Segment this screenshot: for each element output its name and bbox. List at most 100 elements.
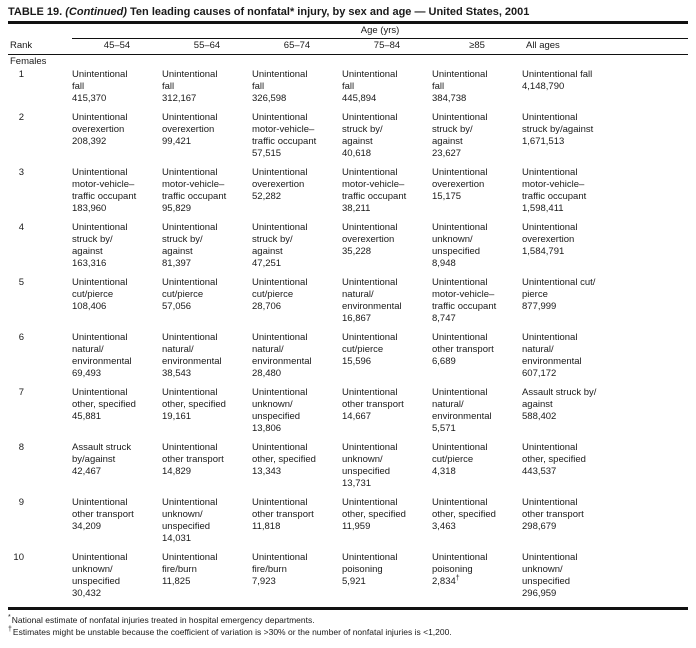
cause-value: 5,921 [342,576,426,588]
cause-value: 2,834† [432,575,516,588]
cause-value: 28,480 [252,368,336,380]
cause-text: Unintentional motor-vehicle– traffic occ… [162,167,227,202]
cause-text: Unintentional poisoning [432,552,488,575]
cause-value-number: 47,251 [252,258,282,269]
footnote-unstable-estimate: †Estimates might be unstable because the… [8,625,688,637]
cause-value-number: 163,316 [72,258,107,269]
cause-text: Unintentional overexertion [252,167,308,190]
cause-cell: Unintentional other transport 11,818 [252,497,342,552]
cause-cell: Unintentional other transport 14,829 [162,442,252,497]
cause-value-number: 69,493 [72,368,102,379]
cause-text: Unintentional motor-vehicle– traffic occ… [342,167,407,202]
cause-text: Unintentional struck by/ against [432,112,488,147]
cause-value: 14,667 [342,411,426,423]
cause-text: Unintentional fall [342,69,398,92]
cause-text: Unintentional unknown/ unspecified [72,552,128,587]
cause-value: 877,999 [522,301,682,313]
cause-text: Unintentional natural/ environmental [162,332,222,367]
cause-text: Unintentional fire/burn [252,552,308,575]
cause-cell: Unintentional unknown/ unspecified 14,031 [162,497,252,552]
cause-value: 13,343 [252,466,336,478]
cause-cell: Unintentional other, specified 19,161 [162,387,252,442]
cause-value: 40,618 [342,148,426,160]
cause-value-number: 11,825 [162,576,191,587]
cause-value-number: 7,923 [252,576,276,587]
table-row: 3 Unintentional motor-vehicle– traffic o… [8,167,688,222]
cause-value: 4,318 [432,466,516,478]
cause-value-number: 312,167 [162,93,197,104]
cause-value-number: 38,543 [162,368,192,379]
cause-cell: Unintentional motor-vehicle– traffic occ… [72,167,162,222]
cause-value-number: 16,867 [342,313,372,324]
cause-cell: Unintentional poisoning 2,834† [432,552,522,609]
age-column-85plus: ≥85 [432,38,522,55]
cause-value: 38,211 [342,203,426,215]
cause-cell: Unintentional fall 326,598 [252,69,342,112]
cause-value: 81,397 [162,258,246,270]
age-column-45-54: 45–54 [72,38,162,55]
cause-value-number: 52,282 [252,191,282,202]
cause-value-number: 35,228 [342,246,372,257]
footnotes: *National estimate of nonfatal injuries … [8,613,688,638]
causes-table: Age (yrs) Rank 45–54 55–64 65–74 75–84 ≥… [8,21,689,610]
cause-cell: Unintentional natural/ environmental 5,57… [432,387,522,442]
cause-text: Unintentional motor-vehicle– traffic occ… [72,167,137,202]
age-column-75-84: 75–84 [342,38,432,55]
age-column-55-64: 55–64 [162,38,252,55]
cause-cell: Unintentional cut/ pierce 877,999 [522,277,688,332]
cause-value-number: 99,421 [162,136,192,147]
cause-cell: Unintentional natural/ environmental 69,4… [72,332,162,387]
cause-text: Assault struck by/ against [522,387,597,410]
cause-text: Unintentional other transport [522,497,584,520]
rank-column-header: Rank [8,38,72,55]
cause-value: 415,370 [72,93,156,105]
cause-value-number: 1,584,791 [522,246,565,257]
cause-value-number: 57,056 [162,301,192,312]
cause-cell: Unintentional unknown/ unspecified 13,731 [342,442,432,497]
cause-value-number: 298,679 [522,521,557,532]
cause-text: Unintentional other, specified [162,387,226,410]
cause-value-number: 4,148,790 [522,81,565,92]
age-column-65-74: 65–74 [252,38,342,55]
cause-value: 4,148,790 [522,81,682,93]
cause-cell: Unintentional struck by/ against 163,316 [72,222,162,277]
cause-value: 42,467 [72,466,156,478]
cause-value: 6,689 [432,356,516,368]
cause-value-number: 13,731 [342,478,372,489]
cause-cell: Unintentional fire/burn 7,923 [252,552,342,609]
cause-cell: Unintentional other transport 14,667 [342,387,432,442]
cause-value-number: 1,598,411 [522,203,564,214]
cause-value: 1,584,791 [522,246,682,258]
cause-text: Unintentional fall [432,69,488,92]
cause-value-number: 95,829 [162,203,192,214]
cause-cell: Unintentional cut/pierce 15,596 [342,332,432,387]
cause-text: Unintentional fall [162,69,218,92]
cause-value-number: 14,829 [162,466,192,477]
section-label: Females [10,56,47,67]
cause-text: Unintentional struck by/ against [342,112,398,147]
cause-text: Unintentional cut/pierce [162,277,218,300]
cause-value: 11,818 [252,521,336,533]
cause-cell: Unintentional other transport 298,679 [522,497,688,552]
cause-value-number: 2,834 [432,576,456,587]
cause-value: 11,959 [342,521,426,533]
cause-value: 19,161 [162,411,246,423]
cause-value-number: 8,948 [432,258,456,269]
table-row: 1 Unintentional fall 415,370 Unintentional… [8,69,688,112]
cause-value: 298,679 [522,521,682,533]
cause-text: Unintentional other, specified [252,442,316,465]
cause-cell: Unintentional unknown/ unspecified 296,95… [522,552,688,609]
column-header-row: Rank 45–54 55–64 65–74 75–84 ≥85 All age… [8,38,689,55]
cause-cell: Unintentional other, specified 13,343 [252,442,342,497]
cause-cell: Unintentional other, specified 3,463 [432,497,522,552]
rank-cell: 2 [18,112,24,123]
cause-value-number: 5,921 [342,576,366,587]
rank-cell: 5 [18,277,24,288]
cause-cell: Unintentional unknown/ unspecified 13,806 [252,387,342,442]
cause-cell: Unintentional fall 312,167 [162,69,252,112]
cause-value: 16,867 [342,313,426,325]
cause-value: 11,825 [162,576,246,588]
table-row: 8 Assault struck by/against 42,467 Uninten… [8,442,688,497]
all-ages-column-header: All ages [522,38,689,55]
cause-value-number: 57,515 [252,148,282,159]
